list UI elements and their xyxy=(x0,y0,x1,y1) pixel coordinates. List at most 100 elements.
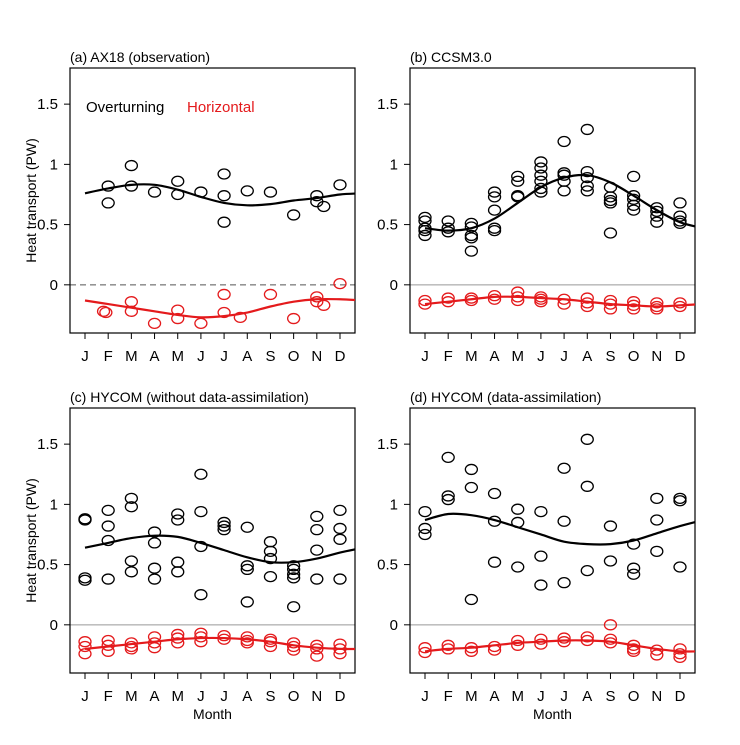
x-tick-label: F xyxy=(104,688,113,705)
data-point-overturning xyxy=(217,520,231,532)
y-tick-label: 1 xyxy=(390,496,398,513)
data-point-overturning xyxy=(534,505,548,518)
y-tick-label: 0.5 xyxy=(377,217,398,234)
data-point-overturning xyxy=(217,216,231,228)
x-tick-label: M xyxy=(511,348,524,365)
data-point-overturning xyxy=(557,462,571,474)
x-axis-title: Month xyxy=(533,706,572,722)
data-point-overturning xyxy=(263,536,278,548)
data-point-overturning xyxy=(673,495,687,507)
data-point-overturning xyxy=(101,180,115,192)
x-tick-label: J xyxy=(560,348,568,365)
data-point-overturning xyxy=(310,573,324,585)
x-tick-label: S xyxy=(605,348,615,365)
data-point-overturning xyxy=(580,171,594,184)
data-point-overturning xyxy=(464,245,479,257)
data-point-overturning xyxy=(286,572,301,584)
data-point-overturning xyxy=(626,538,641,550)
data-point-overturning xyxy=(310,510,324,523)
data-point-horizontal xyxy=(99,306,113,319)
data-point-overturning xyxy=(441,215,455,227)
data-point-overturning xyxy=(603,227,618,239)
data-point-overturning xyxy=(124,159,139,172)
y-tick-label: 0.5 xyxy=(37,557,58,574)
data-point-overturning xyxy=(487,186,502,198)
data-point-horizontal xyxy=(171,637,185,649)
data-point-overturning xyxy=(171,556,185,568)
x-tick-label: J xyxy=(81,348,89,365)
data-point-overturning xyxy=(147,186,162,198)
data-point-overturning xyxy=(557,515,571,527)
x-tick-label: D xyxy=(335,348,346,365)
data-point-overturning xyxy=(101,520,115,532)
x-tick-label: D xyxy=(675,688,686,705)
data-point-horizontal xyxy=(534,296,548,308)
x-tick-label: M xyxy=(171,688,184,705)
legend-overturning: Overturning xyxy=(86,99,164,116)
fit-curve-horizontal xyxy=(84,297,355,319)
y-tick-label: 1.5 xyxy=(377,436,398,453)
data-point-overturning xyxy=(557,135,571,148)
data-point-overturning xyxy=(441,451,455,464)
data-point-horizontal xyxy=(441,292,455,304)
y-tick-label: 1.5 xyxy=(37,96,58,113)
panel-4: (d) HYCOM (data-assimilation)00.511.5J F M… xyxy=(377,389,696,722)
data-point-horizontal xyxy=(626,645,641,657)
data-point-overturning xyxy=(650,492,664,504)
data-point-overturning xyxy=(286,209,301,221)
fit-curve-horizontal xyxy=(424,295,695,308)
data-point-overturning xyxy=(534,579,548,591)
data-point-overturning xyxy=(441,490,455,502)
fit-curve-overturning xyxy=(424,512,695,546)
data-point-horizontal xyxy=(217,630,231,642)
series-overturning xyxy=(418,123,695,257)
data-point-overturning xyxy=(534,182,548,195)
data-point-horizontal xyxy=(240,637,254,649)
data-point-overturning xyxy=(286,601,301,613)
data-point-overturning xyxy=(317,200,331,213)
data-point-overturning xyxy=(286,560,301,572)
data-point-horizontal xyxy=(96,305,111,317)
data-point-overturning xyxy=(557,185,571,197)
data-point-overturning xyxy=(147,537,162,549)
panel-title: (c) HYCOM (without data-assimilation) xyxy=(70,389,309,405)
data-point-overturning xyxy=(487,224,502,237)
data-point-overturning xyxy=(194,505,208,518)
series-horizontal xyxy=(78,627,355,662)
data-point-overturning xyxy=(217,168,231,180)
data-point-overturning xyxy=(286,563,301,576)
data-point-overturning xyxy=(101,197,115,209)
panel-title: (d) HYCOM (data-assimilation) xyxy=(410,389,601,405)
data-point-overturning xyxy=(418,229,432,242)
data-point-horizontal xyxy=(511,639,525,651)
data-point-horizontal xyxy=(310,639,324,651)
x-tick-label: J xyxy=(560,688,568,705)
data-point-overturning xyxy=(240,563,254,576)
x-tick-label: M xyxy=(171,348,184,365)
data-point-overturning xyxy=(580,165,594,178)
x-tick-label: O xyxy=(628,348,640,365)
data-point-overturning xyxy=(650,205,664,217)
data-point-horizontal xyxy=(317,299,331,311)
x-tick-label: J xyxy=(220,688,228,705)
x-tick-label: A xyxy=(150,348,160,365)
data-point-horizontal xyxy=(603,633,618,645)
data-point-horizontal xyxy=(650,303,664,315)
x-tick-label: J xyxy=(220,348,228,365)
data-point-horizontal xyxy=(233,311,247,323)
data-point-horizontal xyxy=(603,294,618,307)
data-point-overturning xyxy=(147,526,162,538)
data-point-overturning xyxy=(217,524,231,536)
y-tick-label: 1.5 xyxy=(377,96,398,113)
data-point-overturning xyxy=(240,185,254,197)
x-tick-label: A xyxy=(582,348,592,365)
data-point-overturning xyxy=(464,593,479,606)
data-point-horizontal xyxy=(511,634,525,647)
fit-curve-overturning xyxy=(84,534,355,564)
data-point-overturning xyxy=(626,199,641,211)
data-point-overturning xyxy=(101,573,115,585)
y-axis-title: Heat transport (PW) xyxy=(23,478,39,602)
data-point-horizontal xyxy=(418,646,432,659)
series-overturning xyxy=(84,159,355,228)
data-point-overturning xyxy=(310,524,324,536)
